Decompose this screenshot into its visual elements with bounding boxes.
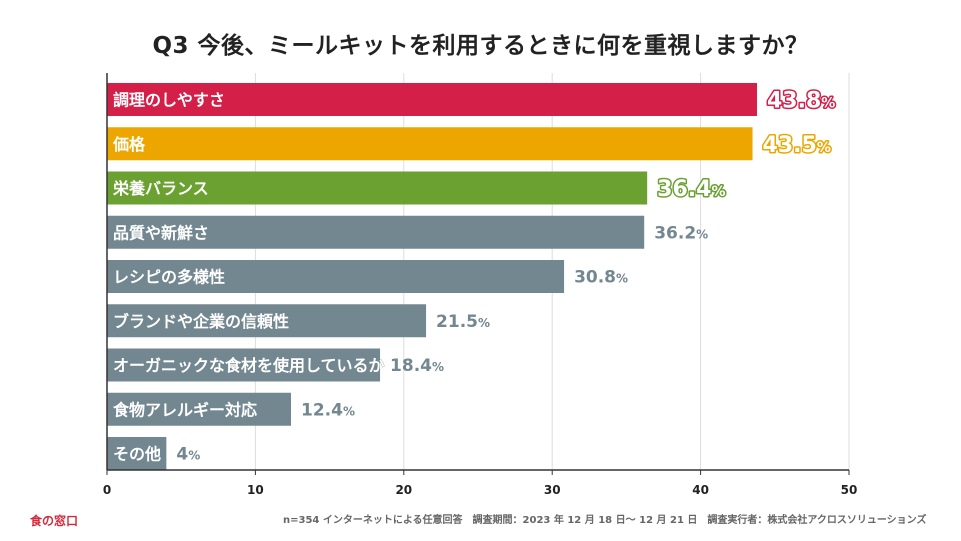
bar-value-label: 21.5% (436, 312, 490, 332)
x-tick-label: 40 (692, 483, 709, 497)
bar-category-label: オーガニックな食材を使用しているか (113, 356, 385, 375)
bar (107, 348, 381, 382)
chart-title: Q3 今後、ミールキットを利用するときに何を重視しますか？ (152, 33, 809, 59)
bar (107, 171, 648, 205)
bar (107, 437, 167, 470)
bar (107, 83, 757, 116)
x-tick-label: 10 (247, 483, 264, 497)
x-tick-label: 0 (103, 483, 111, 497)
bar-category-label: ブランドや企業の信頼性 (113, 312, 289, 331)
bar-category-label: 品質や新鮮さ (113, 223, 209, 242)
bar-value-label: 36.2% (654, 223, 708, 243)
bar-value-label: 30.8% (574, 268, 628, 288)
bar-value-label: 4% (176, 445, 200, 465)
bar-category-label: 栄養バランス (112, 179, 209, 198)
bar (107, 304, 427, 338)
x-tick-label: 50 (841, 483, 858, 497)
brand-logo: 食の窓口 (30, 514, 79, 528)
bar-value-label: 43.5% (763, 133, 831, 158)
bar (107, 392, 292, 426)
bar-category-label: レシピの多様性 (113, 268, 225, 287)
bar-category-label: 食物アレルギー対応 (112, 400, 257, 419)
x-tick-label: 30 (544, 483, 561, 497)
bar-category-label: 価格 (112, 135, 146, 154)
bar-value-label: 36.4% (657, 177, 725, 202)
bar-category-label: その他 (113, 445, 161, 464)
bar (107, 215, 645, 249)
bar (107, 260, 565, 293)
bar (107, 127, 753, 161)
x-tick-label: 20 (395, 483, 412, 497)
bar-category-label: 調理のしやすさ (113, 91, 225, 110)
bar-value-label: 43.8% (767, 89, 835, 114)
bar-value-label: 12.4% (301, 400, 355, 420)
survey-note: n=354 インターネットによる任意回答 調査期間：2023 年 12 月 18… (283, 515, 927, 526)
bar-value-label: 18.4% (390, 356, 444, 376)
